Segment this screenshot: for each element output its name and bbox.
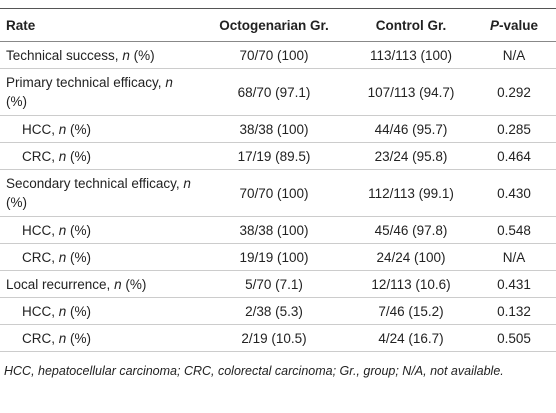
cell: 0.431: [472, 270, 556, 298]
header-row: Rate Octogenarian Gr. Control Gr. P-value: [0, 8, 556, 42]
cell: 4/24 (16.7): [350, 324, 472, 352]
cell: N/A: [472, 243, 556, 271]
row-label: Primary technical efficacy, n (%): [0, 68, 198, 116]
cell: 23/24 (95.8): [350, 142, 472, 170]
cell: 12/113 (10.6): [350, 270, 472, 298]
row-label: Technical success, n (%): [0, 41, 198, 69]
header-cell: P-value: [472, 8, 556, 42]
cell: 0.464: [472, 142, 556, 170]
cell: 19/19 (100): [198, 243, 350, 271]
cell: 7/46 (15.2): [350, 297, 472, 325]
cell: 17/19 (89.5): [198, 142, 350, 170]
table-head: Rate Octogenarian Gr. Control Gr. P-value: [0, 8, 556, 42]
table-row: Primary technical efficacy, n (%) 68/70 (…: [0, 68, 556, 116]
cell: 0.132: [472, 297, 556, 325]
row-label: Local recurrence, n (%): [0, 270, 198, 298]
table-wrap: Rate Octogenarian Gr. Control Gr. P-value T…: [0, 8, 556, 378]
cell: 44/46 (95.7): [350, 115, 472, 143]
cell: 112/113 (99.1): [350, 169, 472, 217]
table-row: CRC, n (%) 2/19 (10.5) 4/24 (16.7) 0.505: [0, 324, 556, 352]
cell: 45/46 (97.8): [350, 216, 472, 244]
table-row: Technical success, n (%) 70/70 (100) 113/1…: [0, 41, 556, 69]
header-cell: Rate: [0, 8, 198, 42]
table-row: Secondary technical efficacy, n (%) 70/70…: [0, 169, 556, 217]
cell: 38/38 (100): [198, 115, 350, 143]
cell: 70/70 (100): [198, 41, 350, 69]
header-cell: Octogenarian Gr.: [198, 8, 350, 42]
row-label: CRC, n (%): [0, 142, 198, 170]
header-cell: Control Gr.: [350, 8, 472, 42]
cell: N/A: [472, 41, 556, 69]
cell: 38/38 (100): [198, 216, 350, 244]
table-row: HCC, n (%) 38/38 (100) 45/46 (97.8) 0.548: [0, 216, 556, 244]
table-row: CRC, n (%) 19/19 (100) 24/24 (100) N/A: [0, 243, 556, 271]
row-label: CRC, n (%): [0, 324, 198, 352]
cell: 113/113 (100): [350, 41, 472, 69]
cell: 5/70 (7.1): [198, 270, 350, 298]
cell: 107/113 (94.7): [350, 68, 472, 116]
cell: 70/70 (100): [198, 169, 350, 217]
cell: 68/70 (97.1): [198, 68, 350, 116]
table-row: CRC, n (%) 17/19 (89.5) 23/24 (95.8) 0.464: [0, 142, 556, 170]
row-label: CRC, n (%): [0, 243, 198, 271]
cell: 2/38 (5.3): [198, 297, 350, 325]
footnote: HCC, hepatocellular carcinoma; CRC, colo…: [4, 364, 504, 378]
cell: 2/19 (10.5): [198, 324, 350, 352]
row-label: HCC, n (%): [0, 216, 198, 244]
row-label: HCC, n (%): [0, 115, 198, 143]
cell: 0.505: [472, 324, 556, 352]
cell: 0.285: [472, 115, 556, 143]
row-label: HCC, n (%): [0, 297, 198, 325]
table-body: Technical success, n (%) 70/70 (100) 113/1…: [0, 41, 556, 352]
table-row: Local recurrence, n (%) 5/70 (7.1) 12/113 …: [0, 270, 556, 298]
row-label: Secondary technical efficacy, n (%): [0, 169, 198, 217]
table-row: HCC, n (%) 38/38 (100) 44/46 (95.7) 0.285: [0, 115, 556, 143]
cell: 24/24 (100): [350, 243, 472, 271]
cell: 0.430: [472, 169, 556, 217]
cell: 0.292: [472, 68, 556, 116]
table-row: HCC, n (%) 2/38 (5.3) 7/46 (15.2) 0.132: [0, 297, 556, 325]
table: Rate Octogenarian Gr. Control Gr. P-value T…: [0, 8, 556, 352]
cell: 0.548: [472, 216, 556, 244]
